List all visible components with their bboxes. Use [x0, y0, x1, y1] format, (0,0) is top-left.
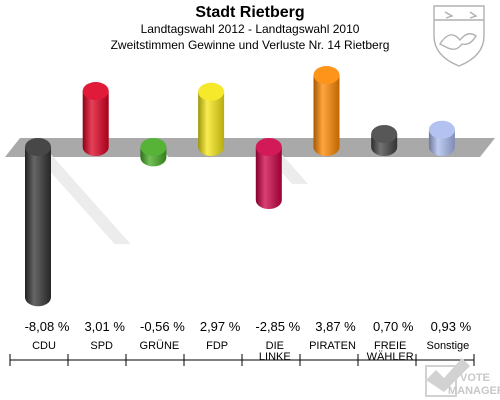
bar-cap-fdp — [198, 82, 225, 101]
bar-cap-sonstige — [428, 120, 455, 139]
bar-shadow-cdu — [32, 151, 131, 245]
value-label-piraten: 3,87 % — [315, 319, 356, 334]
bar-body-spd — [82, 91, 109, 156]
category-label-piraten: PIRATEN — [309, 340, 356, 352]
bar-fdp — [198, 82, 225, 156]
bar-sonstige — [428, 120, 455, 156]
value-label-grüne: -0,56 % — [140, 319, 185, 334]
coat-of-arms-icon — [433, 5, 485, 67]
value-label-sonstige: 0,93 % — [431, 319, 472, 334]
bar-body-fdp — [198, 91, 225, 156]
value-label-die-linke: -2,85 % — [255, 319, 300, 334]
value-label-fdp: 2,97 % — [200, 319, 241, 334]
value-label-cdu: -8,08 % — [25, 319, 70, 334]
chart-subtitle: Landtagswahl 2012 - Landtagswahl 2010 — [141, 22, 360, 36]
bar-die-linke — [255, 138, 282, 210]
chart-floor — [5, 138, 495, 157]
bar-body-cdu — [25, 147, 51, 307]
bar-piraten — [313, 66, 340, 156]
watermark-line-1: VOTE — [460, 372, 490, 384]
bar-cap-piraten — [313, 66, 340, 85]
bar-series — [25, 66, 455, 307]
checkmark-icon — [425, 358, 470, 397]
bar-cap-spd — [82, 82, 109, 101]
bar-body-piraten — [313, 75, 340, 156]
bar-cap-grüne — [140, 138, 167, 156]
category-label-fdp: FDP — [206, 340, 228, 352]
bar-cap-freie-wähler — [371, 124, 398, 143]
category-label-sonstige: Sonstige — [426, 340, 469, 352]
page-title: Stadt Rietberg — [195, 4, 304, 21]
category-label-cdu: CDU — [32, 340, 56, 352]
category-label-spd: SPD — [90, 340, 113, 352]
value-label-spd: 3,01 % — [84, 319, 125, 334]
bar-cap-die-linke — [255, 138, 282, 156]
bar-grüne — [140, 138, 167, 167]
bar-cdu — [25, 138, 51, 307]
chart-subtitle-2: Zweitstimmen Gewinne und Verluste Nr. 14… — [111, 38, 390, 52]
category-label-grüne: GRÜNE — [140, 340, 180, 352]
value-label-freie-wähler: 0,70 % — [373, 319, 414, 334]
value-labels: -8,08 % 3,01 % -0,56 % 2,97 % -2,85 % 3,87 % 0… — [25, 319, 472, 334]
vote-manager-watermark: VOTE MANAGER — [425, 358, 500, 397]
watermark-line-2: MANAGER — [448, 385, 500, 397]
bar-body-die-linke — [255, 147, 282, 210]
bar-spd — [82, 82, 109, 156]
bar-cap-cdu — [25, 138, 51, 156]
bar-freie-wähler — [371, 124, 398, 156]
